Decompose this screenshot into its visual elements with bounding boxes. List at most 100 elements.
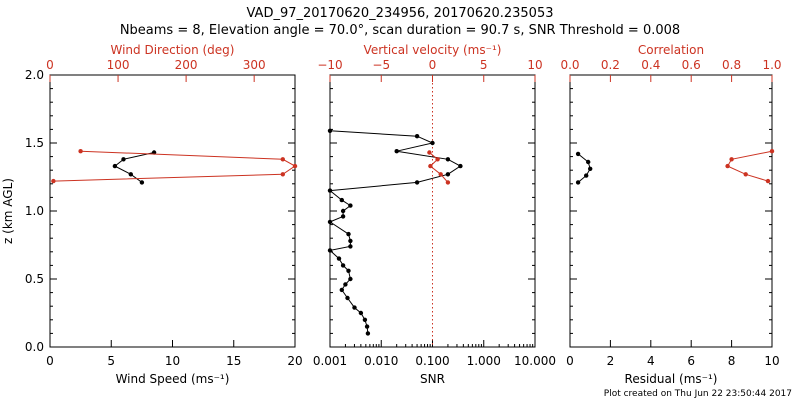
x-tick-label-top: 0.4 — [641, 58, 660, 72]
data-point-bottom — [343, 282, 348, 287]
x-tick-label-bottom: 20 — [287, 354, 302, 368]
data-point-top — [725, 163, 730, 169]
data-point-bottom — [445, 157, 451, 162]
data-point-bottom — [575, 180, 581, 185]
data-point-bottom — [121, 157, 126, 162]
x-tick-label-top: 10 — [527, 58, 542, 72]
data-point-top — [435, 157, 440, 162]
y-tick-label: 1.0 — [25, 204, 44, 218]
data-point-bottom — [365, 331, 371, 336]
data-point-bottom — [336, 256, 342, 261]
x-tick-label-bottom: 1.000 — [467, 354, 501, 368]
data-point-bottom — [139, 180, 145, 185]
data-point-bottom — [346, 268, 351, 273]
y-tick-label: 2.0 — [25, 68, 44, 82]
data-point-bottom — [352, 305, 357, 310]
y-tick-label: 1.5 — [25, 136, 44, 150]
x-tick-label-bottom: 0 — [566, 354, 574, 368]
figure-subtitle: Nbeams = 8, Elevation angle = 70.0°, sca… — [120, 23, 680, 38]
x-axis-label-top: Correlation — [638, 43, 704, 57]
data-point-bottom — [345, 295, 350, 301]
data-point-bottom — [588, 166, 593, 171]
data-point-bottom — [414, 134, 420, 139]
x-tick-label-bottom: 2 — [607, 354, 615, 368]
x-tick-label-top: 0 — [429, 58, 437, 72]
x-axis-label-top: Vertical velocity (ms⁻¹) — [364, 43, 502, 57]
data-point-bottom — [586, 159, 591, 165]
data-point-bottom — [575, 151, 581, 157]
data-point-bottom — [339, 287, 344, 293]
data-point-bottom — [348, 203, 353, 208]
data-point-bottom — [327, 248, 333, 253]
data-point-top — [743, 172, 748, 177]
x-tick-label-top: 0.0 — [560, 58, 579, 72]
panel-frame — [569, 74, 773, 348]
data-point-bottom — [327, 128, 333, 133]
data-point-bottom — [340, 214, 346, 219]
y-axis-label: z (km AGL) — [1, 178, 15, 244]
data-point-top — [438, 172, 443, 177]
data-point-bottom — [584, 173, 589, 178]
x-tick-label-bottom: 6 — [687, 354, 695, 368]
x-axis-label-top: Wind Direction (deg) — [111, 43, 235, 57]
x-tick-label-top: −10 — [317, 58, 342, 72]
x-tick-label-top: 0 — [46, 58, 54, 72]
data-point-top — [51, 178, 56, 184]
data-point-bottom — [445, 172, 451, 177]
x-tick-label-bottom: 10.000 — [514, 354, 556, 368]
series-line-bottom — [328, 130, 462, 334]
y-tick-label: 0.5 — [25, 272, 44, 286]
x-tick-label-bottom: 10 — [165, 354, 180, 368]
x-tick-label-top: 0.2 — [601, 58, 620, 72]
data-point-top — [280, 172, 285, 177]
data-point-top — [427, 150, 432, 155]
data-point-bottom — [346, 231, 351, 237]
x-tick-label-top: 0.6 — [682, 58, 701, 72]
x-tick-label-bottom: 5 — [107, 354, 115, 368]
data-point-bottom — [348, 244, 353, 249]
x-tick-label-bottom: 0 — [46, 354, 54, 368]
data-point-bottom — [364, 324, 370, 329]
panel-wind: 0.0 0.5 1.0 1.5 2.0 z (km AGL) 0 5 10 15 20 Wind Sp… — [1, 43, 303, 386]
x-tick-label-top: 1.0 — [762, 58, 781, 72]
x-axis-label-bottom: Wind Speed (ms⁻¹) — [116, 372, 230, 386]
data-point-top — [292, 163, 298, 169]
y-tick-label: 0.0 — [25, 340, 44, 354]
data-point-bottom — [358, 310, 364, 316]
x-tick-label-top: −5 — [372, 58, 390, 72]
figure-title: VAD_97_20170620_234956, 20170620.235053 — [247, 6, 554, 21]
x-tick-label-top: 100 — [107, 58, 130, 72]
data-point-bottom — [327, 219, 333, 225]
data-point-bottom — [362, 317, 368, 322]
x-tick-label-top: 300 — [243, 58, 266, 72]
data-point-top — [445, 180, 451, 185]
data-point-top — [428, 163, 433, 169]
plot-timestamp: Plot created on Thu Jun 22 23:50:44 2017 — [604, 389, 792, 399]
panel-snr: 0.001 0.010 0.100 1.000 10.000 SNR −10 −5 0 5 10 Ve… — [313, 43, 556, 386]
data-point-bottom — [348, 238, 353, 244]
x-tick-label-top: 5 — [480, 58, 488, 72]
data-point-bottom — [394, 149, 399, 154]
data-point-bottom — [339, 197, 344, 203]
x-tick-label-top: 200 — [175, 58, 198, 72]
data-point-top — [78, 149, 83, 154]
series-line-top — [726, 150, 773, 182]
panel-frame — [49, 74, 296, 348]
x-tick-label-bottom: 0.100 — [415, 354, 449, 368]
data-point-bottom — [327, 188, 333, 193]
data-point-bottom — [340, 263, 346, 268]
x-axis-label-bottom: Residual (ms⁻¹) — [625, 372, 718, 386]
data-point-bottom — [430, 140, 435, 146]
series-line-top — [53, 150, 296, 182]
x-tick-label-bottom: 8 — [728, 354, 736, 368]
data-point-bottom — [348, 276, 353, 282]
x-axis-label-bottom: SNR — [420, 372, 445, 386]
x-tick-label-bottom: 4 — [647, 354, 655, 368]
x-tick-label-bottom: 10 — [764, 354, 779, 368]
data-point-top — [280, 157, 285, 162]
data-point-bottom — [458, 163, 463, 169]
data-point-top — [765, 178, 771, 184]
x-tick-label-bottom: 15 — [226, 354, 241, 368]
